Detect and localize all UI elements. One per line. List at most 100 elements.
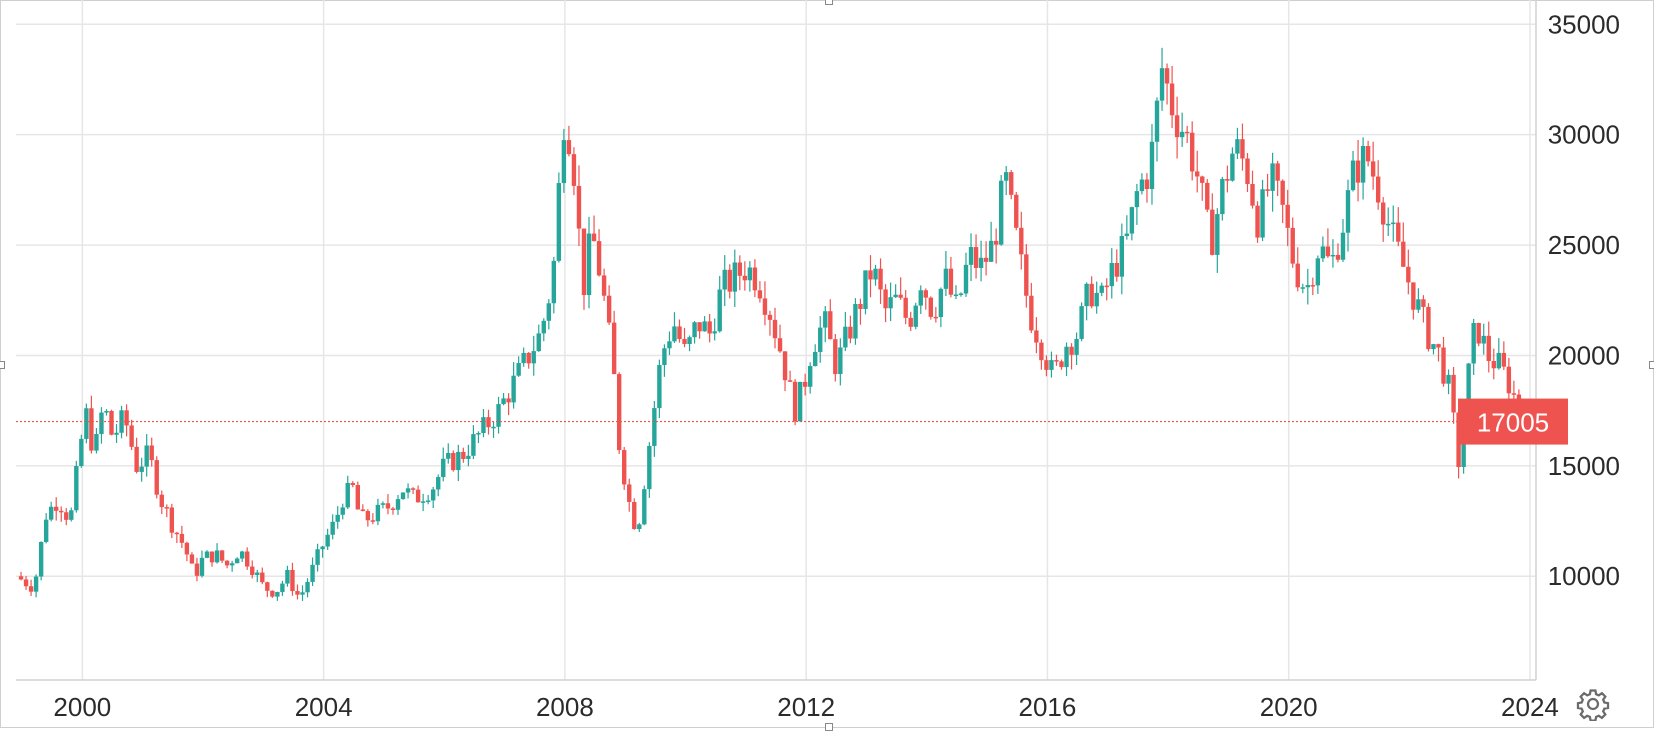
candle-body [1164,68,1170,84]
candle-body [491,426,496,429]
candle-body [345,483,350,508]
candle-body [802,381,808,387]
candle-body [270,590,275,597]
candle-body [797,381,803,422]
candle-body [1049,360,1054,370]
candle-body [1205,182,1210,210]
candle-body [1250,183,1255,206]
candle-body [79,438,84,467]
x-axis: 2000 2004 2008 2012 2016 2020 2024 [53,692,1558,722]
candle-body [1189,132,1195,172]
candle-body [521,352,526,364]
candle-body [571,154,577,186]
candle-body [677,326,682,340]
candle-body [1451,374,1456,413]
candle-body [476,433,481,435]
candle-body [843,326,848,348]
candle-body [928,297,934,317]
candle-body [973,247,979,268]
grid-lines [16,0,1537,681]
candle-body [777,338,783,352]
candle-body [43,519,49,542]
candle-body [1280,180,1285,205]
candle-body [878,268,883,290]
candle-body [239,551,245,559]
candle-body [159,494,164,508]
candle-body [410,488,416,490]
candle-body [234,558,240,564]
candle-body [918,290,923,306]
candle-body [139,466,144,472]
candle-body [1476,323,1481,344]
candle-body [415,489,421,503]
candle-body [717,289,722,332]
last-price-label: 17005 [1477,408,1549,438]
candle-body [335,514,340,522]
candle-body [365,511,371,521]
y-axis: 10000 15000 20000 25000 30000 35000 [1548,9,1620,591]
candle-body [1365,146,1371,162]
candle-body [948,268,954,295]
resize-handle-bottom[interactable] [825,723,833,731]
candle-body [1501,352,1507,367]
candle-body [280,583,285,592]
candle-body [89,408,94,451]
candle-body [461,451,466,459]
candle-body [260,572,265,583]
candle-body [224,560,230,566]
candle-body [868,270,873,280]
candle-body [858,304,863,309]
candle-body [963,264,969,294]
candle-body [531,351,536,364]
candle-body [1335,254,1341,260]
candle-body [727,269,732,292]
candle-body [853,304,858,339]
candle-body [833,339,838,375]
resize-handle-right[interactable] [1649,361,1654,369]
candle-body [1481,335,1486,344]
candle-body [828,311,833,340]
candle-body [772,319,778,339]
candle-body [436,477,441,490]
candle-body [456,451,461,471]
candle-body [883,289,888,309]
candle-body [1089,283,1094,307]
candle-body [1446,374,1451,384]
candle-body [23,579,29,587]
candle-body [275,591,280,597]
candle-body [84,408,89,439]
x-tick-label: 2020 [1260,692,1318,722]
candle-body [124,410,129,426]
candle-body [54,506,59,511]
candle-body [1471,323,1476,364]
candle-body [1360,146,1366,183]
candle-body [1195,171,1200,177]
x-tick-label: 2016 [1019,692,1077,722]
candle-body [1416,299,1421,310]
candle-body [390,508,396,510]
candle-body [285,569,290,584]
candle-body [687,337,692,344]
candle-body [350,483,355,486]
candle-body [732,262,737,292]
candle-body [1330,254,1336,257]
candle-body [1255,205,1260,238]
last-price-tag: 17005 [1458,398,1568,445]
candle-body [154,460,159,495]
resize-handle-top[interactable] [825,0,833,5]
resize-handle-left[interactable] [0,361,5,369]
candle-body [74,466,79,511]
candle-body [978,257,984,268]
candle-body [546,303,552,321]
x-tick-label: 2012 [777,692,835,722]
candle-body [1220,178,1225,215]
candle-body [1355,160,1361,183]
candle-body [893,294,898,298]
gear-icon[interactable] [1576,687,1610,721]
candle-body [255,572,260,575]
x-tick-label: 2004 [295,692,353,722]
candle-body [606,295,612,323]
candle-body [300,592,305,595]
candle-body [953,294,959,297]
